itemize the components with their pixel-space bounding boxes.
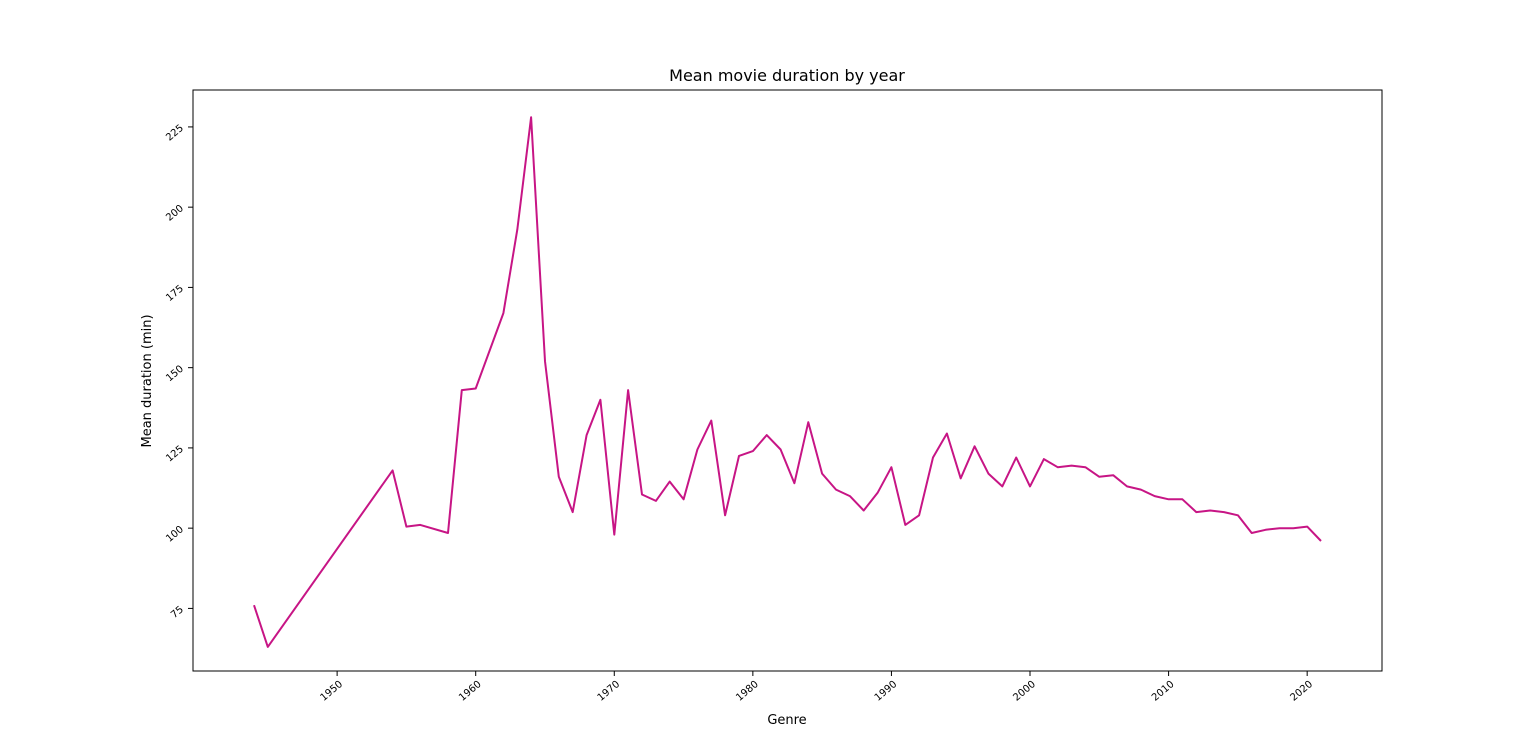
- x-tick-label: 2020: [1289, 679, 1316, 704]
- y-tick-label: 200: [164, 203, 186, 224]
- y-tick-label: 75: [169, 604, 186, 621]
- x-tick-label: 1970: [596, 679, 623, 704]
- y-tick-label: 100: [164, 524, 186, 545]
- y-axis-label: Mean duration (min): [140, 314, 155, 447]
- plot-area: [253, 116, 1322, 648]
- x-tick-label: 2010: [1150, 679, 1177, 704]
- x-tick-label: 1960: [457, 679, 484, 704]
- chart-title: Mean movie duration by year: [669, 66, 905, 85]
- axes-frame: [192, 89, 1383, 672]
- y-tick-label: 175: [164, 283, 186, 304]
- x-tick-label: 1950: [318, 679, 345, 704]
- y-axis: 75 100 125 150 175 200 225: [164, 123, 193, 621]
- x-tick-label: 1990: [873, 679, 900, 704]
- x-tick-label: 1980: [734, 679, 761, 704]
- x-tick-label: 2000: [1011, 679, 1038, 704]
- y-tick-label: 125: [164, 444, 186, 465]
- series-line: [253, 116, 1322, 648]
- x-axis-label: Genre: [767, 713, 806, 728]
- x-axis: 1950 1960 1970 1980 1990 2000 2010 2020: [318, 671, 1315, 704]
- y-tick-label: 225: [164, 123, 186, 144]
- y-tick-label: 150: [164, 364, 186, 385]
